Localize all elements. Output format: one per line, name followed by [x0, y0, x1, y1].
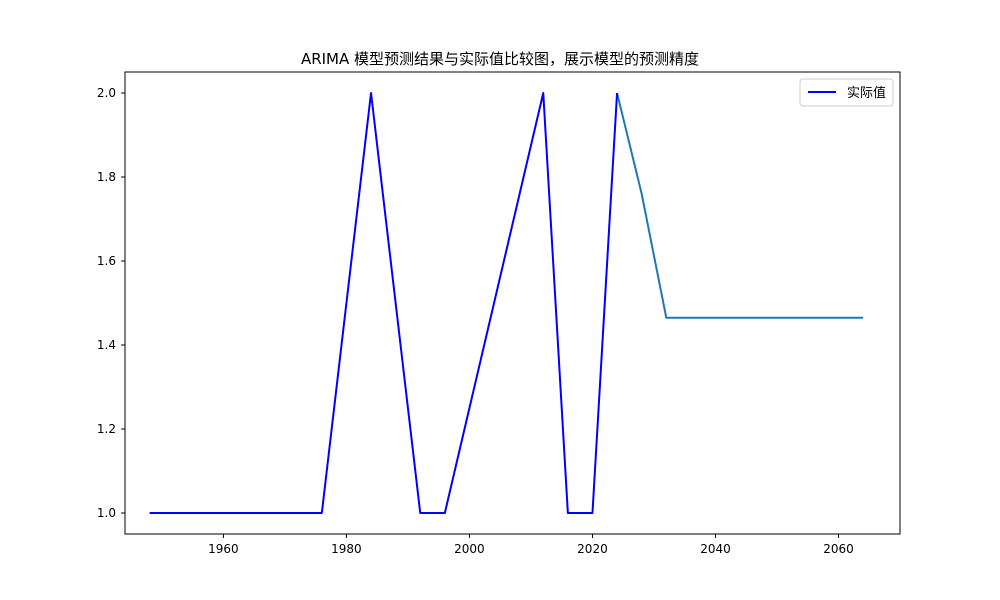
plot-frame	[124, 71, 901, 535]
series-layer	[149, 92, 864, 514]
y-tick-label: 1.2	[97, 422, 116, 436]
plot-area	[125, 72, 900, 534]
chart-title: ARIMA 模型预测结果与实际值比较图，展示模型的预测精度	[301, 50, 699, 68]
y-tick-label: 1.6	[97, 254, 116, 268]
legend-box	[799, 78, 894, 107]
x-tick-label: 1980	[331, 542, 362, 556]
y-tick-label: 1.8	[97, 170, 116, 184]
x-tick-label: 2060	[823, 542, 854, 556]
legend-label: 实际值	[847, 85, 886, 101]
y-tick-label: 1.4	[97, 338, 116, 352]
axes-layer: 1960 1980 2000 2020 2040 2060 1.0 1.2 1.4 1.6 1.8 2…	[97, 86, 854, 556]
y-tick-label: 1.0	[97, 506, 116, 520]
series-line-actual	[149, 92, 619, 514]
x-tick-label: 2000	[454, 542, 485, 556]
x-tick-label: 1960	[208, 542, 239, 556]
x-tick-label: 2020	[577, 542, 608, 556]
y-tick-label: 2.0	[97, 86, 116, 100]
series-line-forecast	[616, 92, 864, 319]
legend: 实际值	[799, 78, 894, 107]
x-tick-label: 2040	[700, 542, 731, 556]
